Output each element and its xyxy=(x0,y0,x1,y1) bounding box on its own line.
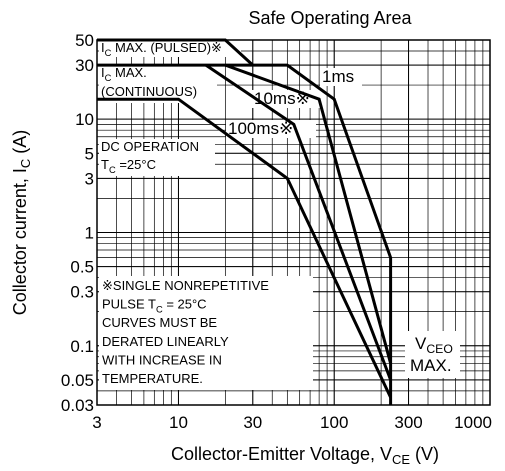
x-tick-label: 100 xyxy=(320,413,348,432)
soa-curve xyxy=(224,63,393,364)
annotation-part: ※SINGLE NONREPETITIVE xyxy=(102,278,269,293)
annotation: IC MAX. (PULSED)※ xyxy=(101,40,222,58)
annotation: IC MAX. xyxy=(101,65,147,83)
annotation-part: WITH INCREASE IN xyxy=(102,352,222,367)
annotation-sub: CEO xyxy=(426,342,453,356)
annotation-box xyxy=(405,331,460,378)
annotation: (CONTINUOUS) xyxy=(101,84,197,99)
annotation: 1ms xyxy=(322,67,354,86)
x-axis-label-sub: CE xyxy=(392,452,410,467)
chart-title: Safe Operating Area xyxy=(248,8,412,28)
annotation-box xyxy=(320,68,362,86)
soa-curve xyxy=(97,63,393,405)
x-tick-label: 3 xyxy=(92,413,101,432)
y-axis-label-part: Collector current, I xyxy=(10,168,30,315)
annotation: PULSE TC = 25°C xyxy=(102,297,207,315)
y-axis-label: Collector current, IC (A) xyxy=(10,130,33,315)
annotation: VCEO xyxy=(415,334,453,356)
annotation-sub: C xyxy=(105,48,112,58)
soa-curve xyxy=(205,63,393,381)
x-tick-label: 10 xyxy=(169,413,188,432)
y-tick-label: 0.1 xyxy=(70,337,94,356)
annotation: CURVES MUST BE xyxy=(102,315,217,330)
annotation-part: CURVES MUST BE xyxy=(102,315,217,330)
annotation: DERATED LINEARLY xyxy=(102,334,229,349)
x-tick-label: 300 xyxy=(394,413,422,432)
annotation-part: DC OPERATION xyxy=(101,139,199,154)
annotation: TC =25°C xyxy=(101,157,156,175)
annotation-part: TEMPERATURE. xyxy=(102,371,203,386)
annotation-part: I xyxy=(101,40,105,55)
y-tick-label: 0.05 xyxy=(61,371,94,390)
annotation-part: MAX. xyxy=(410,356,452,375)
annotation: WITH INCREASE IN xyxy=(102,352,222,367)
y-tick-label: 0.03 xyxy=(61,396,94,415)
annotation-part: 10ms※ xyxy=(254,89,310,108)
annotation: TEMPERATURE. xyxy=(102,371,203,386)
annotation: 10ms※ xyxy=(254,89,310,108)
x-tick-label: 1000 xyxy=(454,413,492,432)
annotation-box xyxy=(99,139,215,176)
annotation-sub: C xyxy=(105,73,112,83)
annotation-part: (CONTINUOUS) xyxy=(101,84,197,99)
x-axis-label: Collector-Emitter Voltage, VCE (V) xyxy=(171,444,439,467)
y-tick-label: 5 xyxy=(85,144,94,163)
annotation: ※SINGLE NONREPETITIVE xyxy=(102,278,269,293)
y-axis-label-part: (A) xyxy=(10,130,30,159)
plot-frame xyxy=(96,39,491,406)
annotation-part: =25°C xyxy=(116,157,156,172)
y-tick-label: 30 xyxy=(75,56,94,75)
annotation: MAX. xyxy=(410,356,452,375)
y-axis-label-sub: C xyxy=(18,159,33,168)
annotation: DC OPERATION xyxy=(101,139,199,154)
y-tick-label: 50 xyxy=(75,31,94,50)
soa-curve xyxy=(97,38,254,67)
x-tick-label: 30 xyxy=(243,413,262,432)
x-axis-label-part: Collector-Emitter Voltage, V xyxy=(171,444,392,464)
annotation-part: I xyxy=(101,65,105,80)
annotation-part: MAX. xyxy=(111,65,146,80)
x-axis-label-part: (V) xyxy=(410,444,439,464)
annotation-box xyxy=(99,41,241,57)
annotation-part: DERATED LINEARLY xyxy=(102,334,229,349)
annotation-part: T xyxy=(101,157,109,172)
annotation-part: V xyxy=(415,334,427,353)
annotation-part: = 25°C xyxy=(163,297,207,312)
annotation-sub: C xyxy=(109,165,116,175)
annotation-box xyxy=(99,66,217,103)
annotation-part: PULSE T xyxy=(102,297,156,312)
annotation-part: MAX. (PULSED)※ xyxy=(111,40,222,55)
y-tick-label: 0.3 xyxy=(70,283,94,302)
annotation-box xyxy=(99,276,313,390)
annotation-part: 100ms※ xyxy=(228,119,293,138)
y-tick-label: 3 xyxy=(85,169,94,188)
annotation-part: 1ms xyxy=(322,67,354,86)
y-tick-label: 1 xyxy=(85,223,94,242)
annotation: 100ms※ xyxy=(228,119,293,138)
annotation-sub: C xyxy=(156,305,163,315)
y-tick-label: 10 xyxy=(75,110,94,129)
y-tick-label: 0.5 xyxy=(70,258,94,277)
soa-curve xyxy=(97,97,392,399)
